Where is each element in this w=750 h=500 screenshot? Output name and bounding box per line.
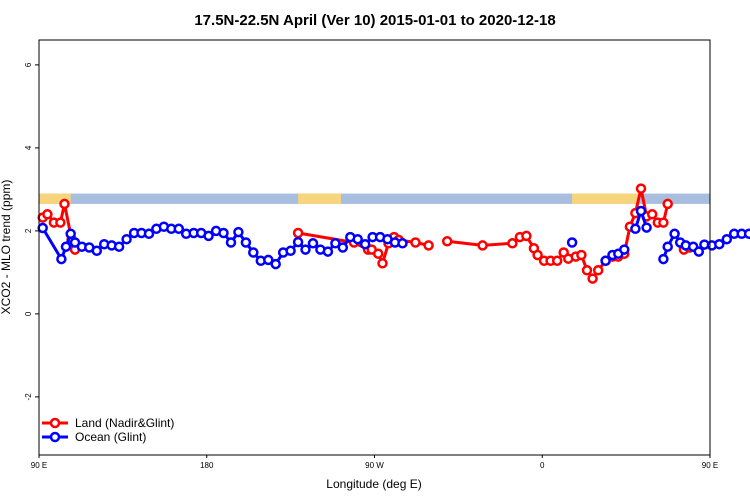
series-0-point-2-1 (477, 240, 488, 251)
series-0-point-2-0 (441, 236, 453, 247)
ocean-band (39, 193, 710, 204)
series-1-point-4-10 (721, 233, 733, 245)
series-0-point-1-9 (410, 237, 421, 248)
series-0-point-2-23 (635, 183, 647, 194)
land-band-1 (298, 193, 341, 204)
series-0-point-0-3 (55, 217, 66, 228)
series-1-point-0-14 (143, 228, 155, 240)
series-1-point-0-33 (285, 245, 296, 257)
series-1-point-0-28 (248, 247, 259, 258)
series-1-point-0-2 (60, 241, 72, 252)
series-0-point-2-6 (532, 249, 543, 261)
series-1-point-3-1 (635, 205, 647, 217)
series-1-point-3-2 (641, 222, 652, 233)
series-0-point-0-4 (59, 198, 70, 210)
series-1-point-0-42 (352, 233, 363, 245)
land-band-2 (572, 193, 640, 204)
series-1-point-1-0 (600, 255, 611, 267)
x-tick-label-4: 90 E (702, 461, 718, 470)
series-1-point-0-35 (300, 244, 311, 255)
series-1-point-0-18 (173, 223, 185, 235)
series-1-point-0-7 (91, 245, 103, 257)
legend-marker-1 (49, 431, 61, 443)
series-1-point-0-48 (397, 238, 408, 249)
series-1-point-4-1 (662, 241, 673, 252)
series-1-point-0-36 (307, 238, 319, 249)
y-tick-label-0: -2 (24, 393, 33, 401)
series-1-point-0-27 (240, 237, 252, 248)
series-0-point-2-2 (507, 238, 518, 249)
land-band-0 (39, 193, 71, 204)
series-1-point-2-0 (566, 237, 578, 248)
series-0-point-2-13 (576, 249, 587, 261)
series-1-point-4-0 (658, 253, 669, 265)
y-tick-label-1: 0 (24, 311, 33, 316)
series-0-point-2-15 (587, 273, 598, 284)
legend-marker-0 (49, 417, 61, 429)
series-0-point-2-16 (592, 265, 604, 276)
series-1-point-0-11 (121, 233, 132, 245)
legend-label-0: Land (Nadir&Glint) (75, 416, 174, 430)
series-1-point-0-34 (292, 236, 304, 248)
series-1-point-0-40 (337, 242, 349, 253)
series-0-point-2-4 (521, 230, 532, 242)
y-tick-label-2: 2 (24, 228, 33, 233)
legend: Land (Nadir&Glint)Ocean (Glint) (42, 416, 174, 444)
axes: 90 E 180 90 W 0 90 E -2 0 2 4 6 (24, 62, 718, 470)
series-0-point-1-4 (372, 248, 384, 259)
series-1-point-0-43 (359, 238, 371, 250)
series-1-point-0-31 (270, 258, 281, 270)
series-0-point-2-9 (551, 255, 563, 267)
series-1-point-0-39 (330, 238, 341, 249)
series-1-point-0-26 (233, 226, 244, 238)
x-tick-label-3: 0 (540, 461, 545, 470)
series-1-point-0-0 (37, 222, 48, 234)
series-0-point-2-28 (662, 198, 673, 210)
series-1-point-4-13 (743, 228, 750, 240)
series-1-point-0-22 (203, 230, 214, 242)
series-1-point-0-1 (56, 253, 67, 265)
x-axis-label: Longitude (deg E) (326, 477, 421, 491)
series-layer (37, 183, 750, 284)
series-1-point-0-38 (322, 246, 334, 257)
series-0-point-2-25 (646, 209, 658, 220)
series-0-point-1-5 (377, 258, 388, 269)
chart-title: 17.5N-22.5N April (Ver 10) 2015-01-01 to… (194, 12, 555, 29)
series-1-point-4-6 (693, 246, 705, 257)
series-1-point-4-9 (714, 238, 725, 250)
series-1-point-0-10 (113, 241, 125, 252)
series-0-point-1-10 (423, 240, 434, 251)
series-1-point-3-0 (630, 223, 641, 235)
series-1-point-0-24 (218, 227, 229, 239)
series-1 (37, 205, 750, 270)
x-tick-label-0: 90 E (31, 461, 47, 470)
landmask-band (39, 193, 710, 204)
series-0-point-0-1 (42, 209, 53, 220)
series-1-point-0-3 (65, 228, 76, 240)
series-1-point-1-3 (619, 244, 630, 255)
series-0-point-2-27 (658, 217, 669, 228)
y-tick-label-4: 6 (24, 62, 33, 67)
series-1-point-0-30 (263, 254, 274, 266)
legend-label-1: Ocean (Glint) (75, 430, 146, 444)
series-0-point-1-0 (292, 227, 304, 239)
series-1-point-0-25 (225, 237, 237, 248)
series-0-point-2-14 (581, 265, 593, 276)
y-tick-label-3: 4 (24, 145, 33, 150)
series-1-point-4-2 (669, 228, 680, 240)
x-tick-label-2: 90 W (365, 461, 384, 470)
y-axis-label: XCO2 - MLO trend (ppm) (0, 180, 13, 315)
x-tick-label-1: 180 (200, 461, 214, 470)
